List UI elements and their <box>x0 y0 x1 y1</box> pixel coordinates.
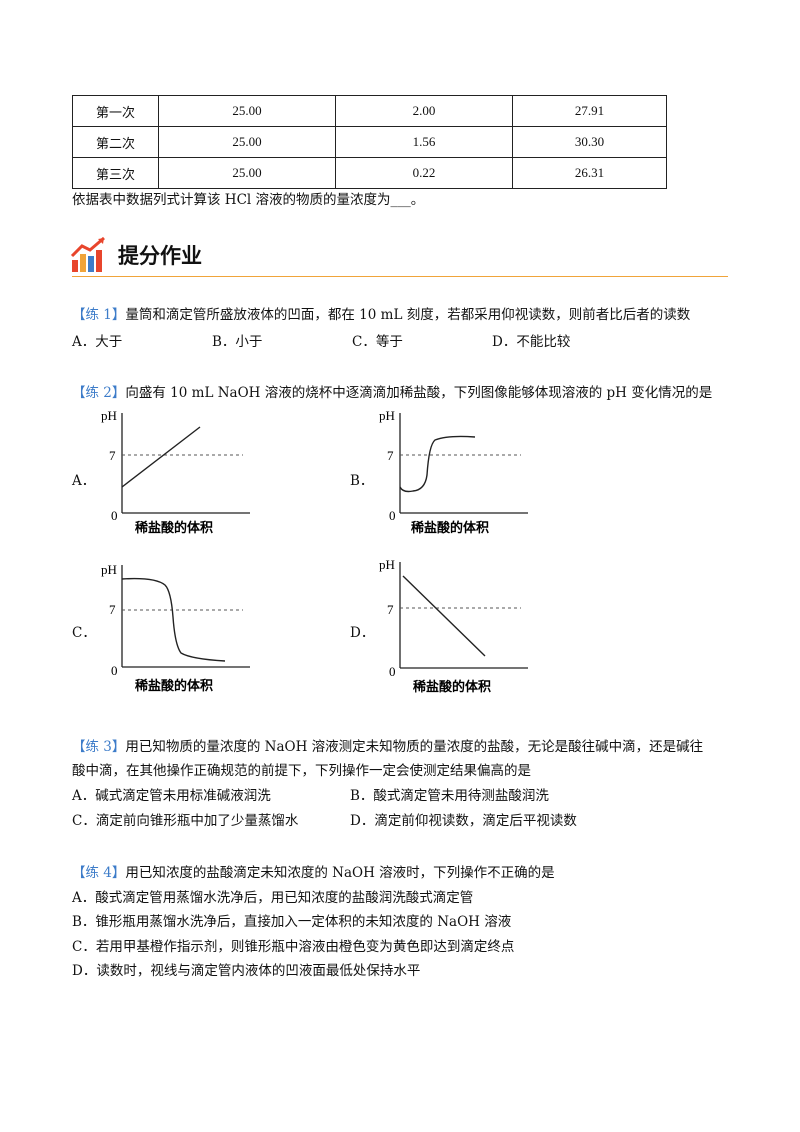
ref-label: 7 <box>387 448 394 463</box>
origin-label: 0 <box>111 663 118 678</box>
option-d: D．滴定前仰视读数，滴定后平视读数 <box>350 813 577 829</box>
table-cell: 第三次 <box>72 157 159 189</box>
table-cell: 0.22 <box>335 157 513 189</box>
graph-c-letter: C． <box>72 625 96 641</box>
question-text: 用已知物质的量浓度的 NaOH 溶液测定未知物质的量浓度的盐酸，无论是酸往碱中滴… <box>125 739 704 755</box>
question-text: 向盛有 10 mL NaOH 溶液的烧杯中逐滴滴加稀盐酸，下列图像能够体现溶液的… <box>125 385 713 401</box>
question-tag: 【练 1】 <box>72 307 126 323</box>
graph-a-letter: A． <box>72 473 96 489</box>
table-cell: 26.31 <box>512 157 667 189</box>
x-axis-label: 稀盐酸的体积 <box>413 679 491 695</box>
option-a: A．碱式滴定管未用标准碱液润洗 <box>72 788 271 804</box>
option-b: B．酸式滴定管未用待测盐酸润洗 <box>350 788 549 804</box>
ph-curve <box>399 435 476 493</box>
graph-b-letter: B． <box>350 473 374 489</box>
option-a: A．大于 <box>72 334 123 350</box>
question-tag: 【练 2】 <box>72 385 126 401</box>
x-axis-label: 稀盐酸的体积 <box>411 520 489 536</box>
graph-d-letter: D． <box>350 625 375 641</box>
option-c: C．等于 <box>352 334 403 350</box>
option-c: C．滴定前向锥形瓶中加了少量蒸馏水 <box>72 813 299 829</box>
table-cell: 30.30 <box>512 126 667 158</box>
table-cell: 25.00 <box>158 126 336 158</box>
option-c: C．若用甲基橙作指示剂，则锥形瓶中溶液由橙色变为黄色即达到滴定终点 <box>72 939 515 955</box>
y-axis-label: pH <box>379 557 395 572</box>
question-text: 用已知浓度的盐酸滴定未知浓度的 NaOH 溶液时，下列操作不正确的是 <box>125 865 555 881</box>
ph-curve <box>402 575 486 657</box>
ref-label: 7 <box>387 602 394 617</box>
table-cell: 1.56 <box>335 126 513 158</box>
x-axis-label: 稀盐酸的体积 <box>135 520 213 536</box>
table-cell: 25.00 <box>158 157 336 189</box>
question-tag: 【练 3】 <box>72 739 126 755</box>
origin-label: 0 <box>389 508 396 523</box>
y-axis-label: pH <box>379 408 395 423</box>
titration-data-table: 第一次 25.00 2.00 27.91 第二次 25.00 1.56 30.3… <box>72 95 667 189</box>
option-d: D．读数时，视线与滴定管内液体的凹液面最低处保持水平 <box>72 963 421 979</box>
ref-label: 7 <box>109 602 116 617</box>
ph-curve <box>121 577 226 662</box>
ref-label: 7 <box>109 448 116 463</box>
table-cell: 第一次 <box>72 95 159 127</box>
table-question-text: 依据表中数据列式计算该 HCl 溶液的物质的量浓度为___。 <box>72 192 425 208</box>
option-b: B．锥形瓶用蒸馏水洗净后，直接加入一定体积的未知浓度的 NaOH 溶液 <box>72 914 512 930</box>
chart-growth-icon <box>70 236 105 272</box>
graph-a: pH 7 0 稀盐酸的体积 <box>101 408 250 536</box>
question-4-stem: 【练 4】用已知浓度的盐酸滴定未知浓度的 NaOH 溶液时，下列操作不正确的是 <box>72 863 555 883</box>
graph-b: pH 7 0 稀盐酸的体积 <box>379 408 528 536</box>
ph-curve <box>121 426 201 488</box>
x-axis-label: 稀盐酸的体积 <box>135 678 213 694</box>
table-cell: 第二次 <box>72 126 159 158</box>
option-a: A．酸式滴定管用蒸馏水洗净后，用已知浓度的盐酸润洗酸式滴定管 <box>72 890 474 906</box>
question-text: 量筒和滴定管所盛放液体的凹面，都在 10 mL 刻度，若都采用仰视读数，则前者比… <box>125 307 691 323</box>
question-2-stem: 【练 2】向盛有 10 mL NaOH 溶液的烧杯中逐滴滴加稀盐酸，下列图像能够… <box>72 383 712 403</box>
origin-label: 0 <box>111 508 118 523</box>
y-axis-label: pH <box>101 562 117 577</box>
question-tag: 【练 4】 <box>72 865 126 881</box>
section-title: 提分作业 <box>118 244 202 268</box>
graph-d: pH 7 0 稀盐酸的体积 <box>379 557 528 695</box>
option-b: B．小于 <box>212 334 263 350</box>
table-row: 第一次 25.00 2.00 27.91 <box>72 95 667 127</box>
y-axis-label: pH <box>101 408 117 423</box>
table-row: 第三次 25.00 0.22 26.31 <box>72 157 667 189</box>
section-divider <box>72 276 728 277</box>
question-3-stem: 【练 3】用已知物质的量浓度的 NaOH 溶液测定未知物质的量浓度的盐酸，无论是… <box>72 737 703 757</box>
question-3-stem-cont: 酸中滴，在其他操作正确规范的前提下，下列操作一定会使测定结果偏高的是 <box>72 763 531 779</box>
table-cell: 27.91 <box>512 95 667 127</box>
table-cell: 25.00 <box>158 95 336 127</box>
option-d: D．不能比较 <box>492 334 571 350</box>
origin-label: 0 <box>389 664 396 679</box>
graph-c: pH 7 0 稀盐酸的体积 <box>101 562 250 694</box>
table-row: 第二次 25.00 1.56 30.30 <box>72 126 667 158</box>
question-1-stem: 【练 1】量筒和滴定管所盛放液体的凹面，都在 10 mL 刻度，若都采用仰视读数… <box>72 305 690 325</box>
table-cell: 2.00 <box>335 95 513 127</box>
